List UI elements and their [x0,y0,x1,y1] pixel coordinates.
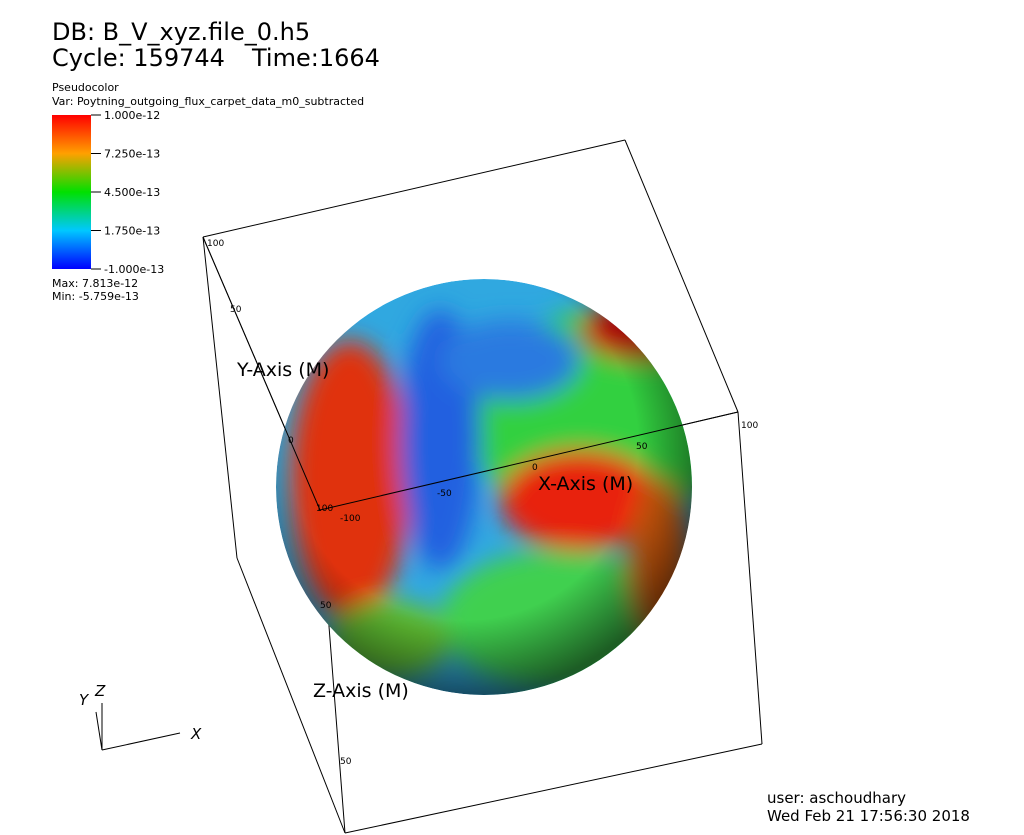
variable-name: Var: Poytning_outgoing_flux_carpet_data_… [52,95,364,108]
max-label: Max: 7.813e-12 [52,277,138,290]
z-tick-label: 50 [340,757,352,767]
y-tick-label: 50 [230,305,242,315]
z-tick-label: 50 [320,601,332,611]
y-tick-label: 0 [288,436,294,446]
user-label: user: aschoudhary [767,789,906,807]
triad-z: Z [94,682,106,700]
color-bar [52,115,91,269]
x-tick-label: -50 [437,489,452,499]
z-tick-label: 100 [316,504,333,514]
x-tick-label: 50 [636,442,648,452]
z-axis-title: Z-Axis (M) [313,680,409,702]
min-label: Min: -5.759e-13 [52,290,139,303]
db-label: DB: B_V_xyz.file_0.h5 [52,18,310,46]
cycle-label: Cycle: 159744 [52,44,225,72]
triad-x: X [190,725,202,743]
axis-lines [202,236,739,511]
y-tick-label: 100 [207,239,224,249]
time-label: Time:1664 [251,44,380,72]
orientation-triad: X Y Z [79,682,202,751]
color-bar-tick-label: 1.000e-12 [104,109,160,122]
plot-type: Pseudocolor [52,81,119,94]
color-bar-tick-label: 7.250e-13 [104,148,160,161]
date-label: Wed Feb 21 17:56:30 2018 [767,807,970,825]
x-axis-title: X-Axis (M) [538,473,633,495]
color-bar-tick-label: 1.750e-13 [104,225,160,238]
y-axis-title: Y-Axis (M) [236,359,329,381]
x-tick-label: 0 [532,463,538,473]
color-bar-tick-label: 4.500e-13 [104,186,160,199]
triad-y: Y [79,691,90,709]
color-bar-tick-label: -1.000e-13 [104,263,164,276]
color-bar-ticks: 1.000e-12 7.250e-13 4.500e-13 1.750e-13 -1.0… [91,109,164,276]
sphere [276,279,692,695]
x-tick-label: -100 [340,514,361,524]
x-tick-label: 100 [741,421,758,431]
